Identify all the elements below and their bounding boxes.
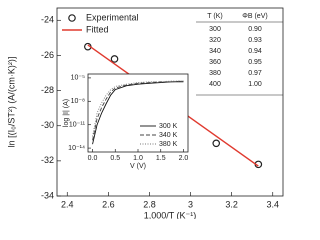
x-tick-label: 2.4 — [61, 199, 74, 209]
data-line — [92, 80, 184, 137]
y-axis-label: ln [(I₀/ST²) (A/(cm·K)²)] — [6, 57, 16, 148]
data-line — [92, 80, 184, 141]
data-line — [92, 81, 184, 145]
legend-marker — [68, 14, 76, 22]
plot-frame — [87, 73, 189, 153]
x-tick-label: 2.8 — [143, 199, 156, 209]
table-cell: 400 — [209, 81, 221, 88]
chart: 2.4 2.6 2.8 3 3.2 3.4 -34 -32 -30 -28 -26 -24 1,000/… — [6, 7, 284, 219]
y-axis-label: log |I| (A) — [63, 99, 70, 127]
table-cell: 0.90 — [248, 26, 262, 33]
x-tick-label: 0.5 — [110, 155, 120, 162]
x-tick-label: 1.5 — [156, 155, 166, 162]
table-cell: 0.94 — [248, 48, 262, 55]
table-cell: 0.97 — [248, 70, 262, 77]
x-tick-label: 3 — [188, 199, 193, 209]
legend-label: Experimental — [86, 12, 139, 22]
table-cell: 0.93 — [248, 37, 262, 44]
x-tick-label: 2.6 — [102, 199, 115, 209]
table-header: ΦB (eV) — [242, 13, 267, 20]
data-point — [212, 139, 221, 148]
table-cell: 360 — [209, 59, 221, 66]
x-tick-label: 1.0 — [133, 155, 143, 162]
x-axis-label: 1,000/T (K⁻¹) — [144, 210, 197, 219]
table-cell: 300 — [209, 26, 221, 33]
x-tick-label: 3.2 — [225, 199, 238, 209]
y-tick-label: 10⁻¹⁴ — [68, 145, 85, 152]
y-tick-label: -32 — [41, 155, 54, 165]
y-tick-label: 10⁻¹¹ — [69, 122, 86, 129]
y-tick-label: -30 — [41, 120, 54, 130]
y-tick-label: -24 — [41, 15, 54, 25]
legend-label: 300 K — [159, 123, 178, 130]
legend-label: 380 K — [159, 141, 178, 148]
y-tick-label: -28 — [41, 85, 54, 95]
legend-label: 340 K — [159, 132, 178, 139]
x-tick-label: 3.4 — [266, 199, 279, 209]
table-cell: 380 — [209, 70, 221, 77]
x-axis-label: V (V) — [130, 163, 146, 170]
table-cell: 1.00 — [248, 81, 262, 88]
x-tick-label: 0.0 — [88, 155, 98, 162]
legend-label: Fitted — [86, 24, 109, 34]
y-tick-label: -34 — [41, 190, 54, 200]
data-point — [110, 55, 119, 63]
table-cell: 340 — [209, 48, 221, 55]
y-tick-label: -26 — [41, 50, 54, 60]
y-tick-label: 10⁻⁵ — [71, 75, 85, 82]
table-cell: 320 — [209, 37, 221, 44]
table-cell: 0.95 — [248, 59, 262, 66]
y-tick-label: 10⁻⁸ — [71, 98, 85, 105]
table-header: T (K) — [207, 13, 222, 20]
x-tick-label: 2.0 — [179, 155, 189, 162]
